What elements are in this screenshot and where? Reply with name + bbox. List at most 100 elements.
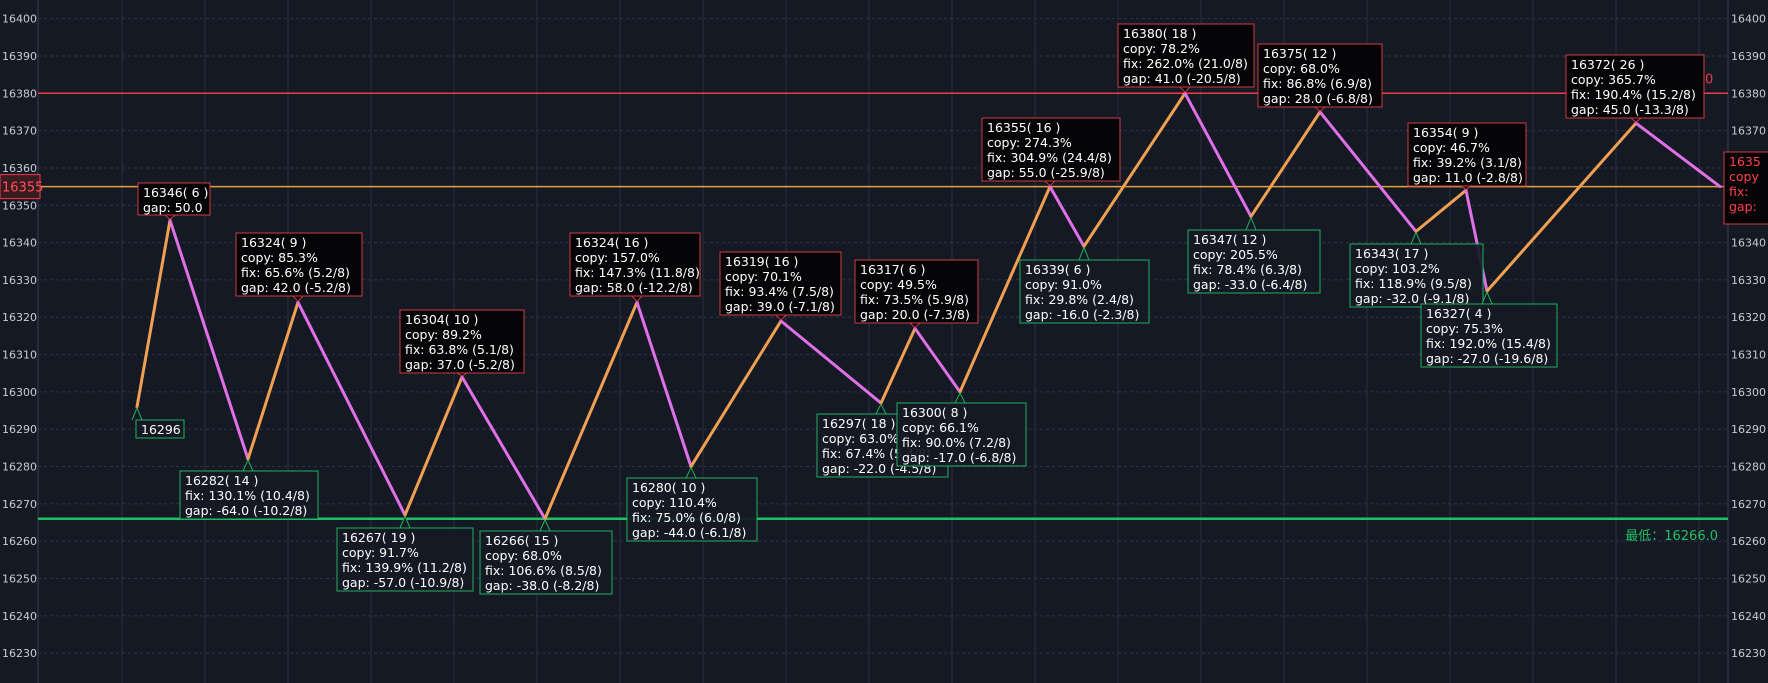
pivot-annotation: 16266( 15 )copy: 68.0%fix: 106.6% (8.5/8…: [479, 518, 613, 595]
annotation-line: fix: 130.1% (10.4/8): [185, 488, 310, 503]
pivot-annotation: 16319( 16 )copy: 70.1%fix: 93.4% (7.5/8)…: [719, 251, 842, 321]
annotation-line: 16324( 16 ): [575, 235, 648, 250]
y-tick-label-right: 16330: [1731, 274, 1766, 287]
annotation-line: copy: 68.0%: [485, 548, 562, 563]
annotation-line: gap: -33.0 (-6.4/8): [1193, 277, 1307, 292]
y-tick-label-left: 16300: [2, 386, 37, 399]
zigzag-segment: [1249, 110, 1322, 218]
zigzag-segment: [460, 375, 547, 521]
annotation-line: gap: 20.0 (-7.3/8): [860, 307, 970, 322]
annotation-line: copy: 66.1%: [902, 420, 979, 435]
pivot-annotation: 16280( 10 )copy: 110.4%fix: 75.0% (6.0/8…: [626, 466, 758, 542]
annotation-line: fix:: [1729, 184, 1748, 199]
annotation-line: copy: 274.3%: [987, 135, 1072, 150]
annotation-line: copy: 365.7%: [1571, 72, 1656, 87]
annotation-line: fix: 86.8% (6.9/8): [1263, 76, 1372, 91]
annotation-line: copy: 68.0%: [1263, 61, 1340, 76]
pivot-annotation: 16347( 12 )copy: 205.5%fix: 78.4% (6.3/8…: [1187, 216, 1321, 294]
annotation-line: gap: -17.0 (-6.8/8): [902, 450, 1016, 465]
annotation-line: copy: [1729, 169, 1759, 184]
zigzag-segment: [958, 185, 1052, 394]
zigzag-series: [135, 91, 1722, 521]
pivot-annotation: 16343( 17 )copy: 103.2%fix: 118.9% (9.5/…: [1349, 231, 1484, 308]
annotation-pointer: [242, 458, 254, 472]
annotation-line: copy: 75.3%: [1426, 321, 1503, 336]
annotation-line: gap: 50.0: [143, 200, 203, 215]
annotation-pointer: [775, 314, 787, 321]
annotation-pointer: [456, 372, 468, 377]
annotation-line: gap: 41.0 (-20.5/8): [1123, 71, 1241, 86]
annotation-pointer: [954, 391, 966, 404]
y-tick-label-left: 16330: [2, 274, 37, 287]
annotation-pointer: [164, 214, 176, 220]
annotation-line: 16339( 6 ): [1025, 262, 1090, 277]
annotation-pointer: [1630, 117, 1642, 123]
pivot-annotation: 16300( 8 )copy: 66.1%fix: 90.0% (7.2/8)g…: [896, 391, 1027, 467]
y-tick-label-left: 16260: [2, 535, 37, 548]
annotation-pointer: [1044, 180, 1056, 187]
pivot-annotation: 16346( 6 )gap: 50.0: [137, 182, 211, 220]
y-tick-label-left: 16310: [2, 349, 37, 362]
annotation-line: copy: 89.2%: [405, 327, 482, 342]
pivot-annotation: 16324( 9 )copy: 85.3%fix: 65.6% (5.2/8)g…: [235, 232, 363, 303]
annotation-line: fix: 29.8% (2.4/8): [1025, 292, 1134, 307]
annotation-line: fix: 75.0% (6.0/8): [632, 510, 741, 525]
annotation-line: gap: -57.0 (-10.9/8): [342, 575, 464, 590]
annotation-box: [1407, 122, 1527, 187]
annotation-line: fix: 39.2% (3.1/8): [1413, 155, 1522, 170]
annotation-pointer: [1410, 231, 1422, 245]
annotation-line: 16267( 19 ): [342, 530, 415, 545]
annotation-pointer: [1078, 245, 1090, 261]
annotation-line: copy: 110.4%: [632, 495, 717, 510]
annotation-line: 16380( 18 ): [1123, 26, 1196, 41]
annotation-line: 16296: [141, 422, 181, 437]
y-axis-ticks: 16230 16230 16240 16240 16250 16250 16260 16260…: [2, 13, 1766, 660]
y-tick-label-right: 16390: [1731, 50, 1766, 63]
annotation-box: [479, 530, 613, 595]
annotation-line: 16282( 14 ): [185, 473, 258, 488]
zigzag-segment: [635, 300, 693, 469]
annotation-line: 1635: [1729, 154, 1761, 169]
annotation-line: gap: 28.0 (-6.8/8): [1263, 91, 1373, 106]
annotation-line: gap: -32.0 (-9.1/8): [1355, 291, 1469, 306]
annotation-line: gap: 39.0 (-7.1/8): [725, 299, 835, 314]
annotation-pointer: [292, 295, 304, 303]
zigzag-segment: [403, 375, 464, 517]
annotation-box: [1019, 259, 1150, 324]
annotation-box: [235, 232, 363, 297]
annotation-box: [1257, 43, 1383, 108]
annotation-line: gap: -38.0 (-8.2/8): [485, 578, 599, 593]
annotation-line: copy: 46.7%: [1413, 140, 1490, 155]
y-tick-label-right: 16370: [1731, 125, 1766, 138]
zigzag-segment: [913, 326, 962, 394]
annotation-line: 16372( 26 ): [1571, 57, 1644, 72]
annotation-line: 16266( 15 ): [485, 533, 558, 548]
annotation-pointer: [1179, 86, 1191, 94]
y-tick-label-right: 16400: [1731, 13, 1766, 26]
zigzag-segment: [689, 319, 783, 469]
annotation-line: copy: 70.1%: [725, 269, 802, 284]
annotation-box: [1187, 229, 1321, 294]
annotation-line: 16300( 8 ): [902, 405, 967, 420]
annotation-line: gap: -16.0 (-2.3/8): [1025, 307, 1139, 322]
annotation-box: [981, 117, 1121, 182]
annotation-pointer: [1314, 106, 1326, 112]
price-tag-bg: [0, 174, 41, 200]
y-tick-label-right: 16340: [1731, 237, 1766, 250]
y-tick-label-left: 16400: [2, 13, 37, 26]
pivot-annotation: 16267( 19 )copy: 91.7%fix: 139.9% (11.2/…: [336, 514, 474, 592]
zigzag-segment: [543, 300, 639, 521]
annotation-line: gap: 11.0 (-2.8/8): [1413, 170, 1523, 185]
annotation-box: [1420, 303, 1558, 368]
pivot-annotation: 16372( 26 )copy: 365.7%fix: 190.4% (15.2…: [1565, 54, 1705, 123]
y-tick-label-right: 16240: [1731, 610, 1766, 623]
y-tick-label-left: 16250: [2, 572, 37, 585]
annotation-box: [179, 470, 319, 520]
annotation-pointer: [539, 518, 551, 532]
y-tick-label-left: 16380: [2, 87, 37, 100]
annotation-line: 16317( 6 ): [860, 262, 925, 277]
annotation-line: 16297( 18 ): [822, 416, 895, 431]
annotation-line: gap: 45.0 (-13.3/8): [1571, 102, 1689, 117]
